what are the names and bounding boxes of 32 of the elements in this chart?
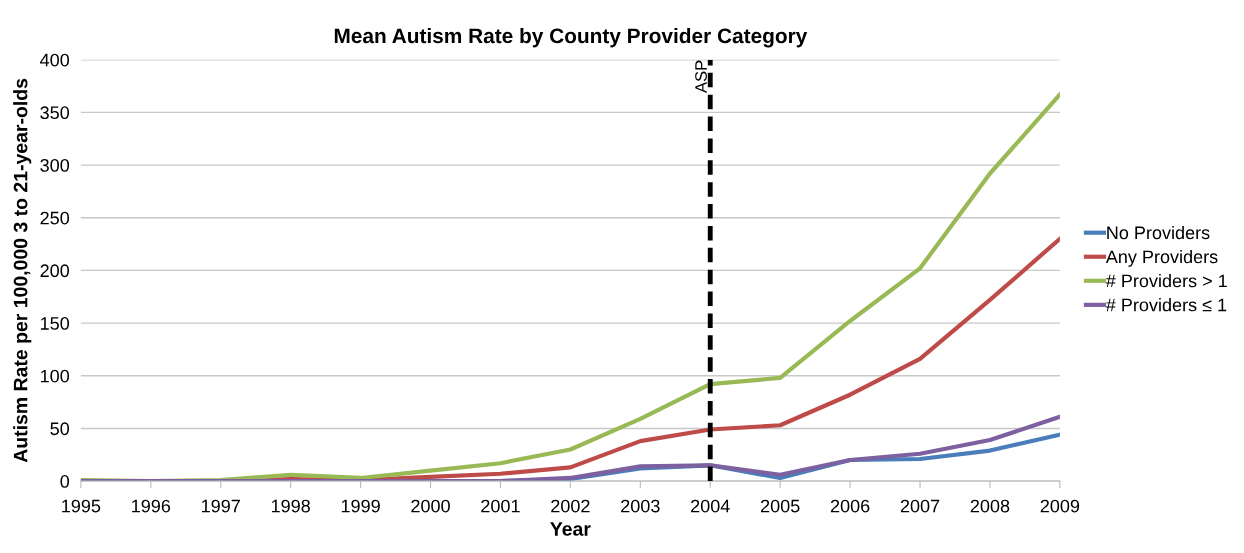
x-tick-label: 1998: [271, 499, 310, 513]
x-tick-label: 1996: [132, 499, 171, 513]
legend-label: Any Providers: [1105, 249, 1218, 267]
y-tick-label: 200: [40, 264, 70, 278]
legend-label: No Providers: [1107, 225, 1210, 240]
x-tick-label: 1997: [202, 499, 240, 513]
x-tick-label: 1999: [341, 499, 380, 513]
x-tick-label: 2001: [481, 499, 520, 513]
x-tick-label: 2009: [1040, 499, 1080, 513]
chart-title: Mean Autism Rate by County Provider Category: [334, 27, 808, 48]
x-tick-label: 2005: [760, 499, 800, 513]
x-tick-label: 2008: [970, 499, 1010, 513]
y-tick-label: 100: [41, 369, 70, 383]
y-tick-label: 400: [40, 53, 70, 67]
y-tick-label: 150: [41, 317, 70, 330]
x-tick-label: 2002: [551, 499, 590, 513]
x-tick-label: 2000: [411, 499, 450, 513]
x-tick-label: 1995: [62, 499, 101, 513]
x-tick-label: 2004: [691, 499, 730, 513]
x-tick-label: 2006: [830, 499, 870, 513]
x-tick-label: 2007: [900, 499, 940, 513]
y-tick-label: 350: [40, 106, 70, 120]
y-tick-label: 50: [50, 422, 70, 436]
x-axis-title: Year: [550, 522, 591, 536]
y-axis-title: Autism Rate per 100,000 3 to 21-year-olds: [13, 78, 32, 463]
ref-line-label: ASP: [695, 60, 707, 94]
y-tick-label: 300: [40, 159, 70, 172]
y-tick-label: 0: [60, 475, 70, 488]
x-tick-label: 2003: [621, 499, 660, 513]
legend-label: # Providers > 1: [1105, 274, 1227, 288]
legend-label: # Providers ≤ 1: [1105, 298, 1227, 312]
y-tick-label: 250: [40, 211, 70, 225]
